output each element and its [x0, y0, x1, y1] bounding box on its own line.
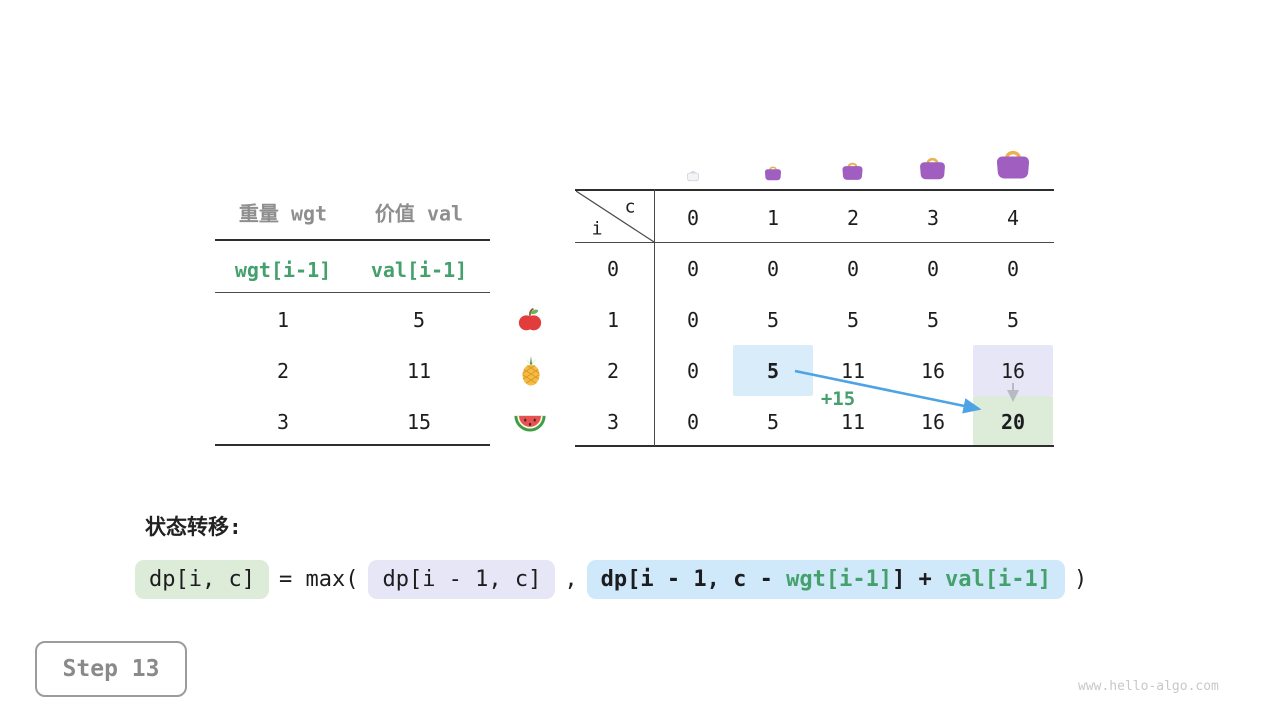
- dp-cell-1-4: 5: [1006, 308, 1020, 332]
- bag-empty-icon: [687, 171, 699, 182]
- state-transition-formula: dp[i, c] = max( dp[i - 1, c] , dp[i - 1,…: [135, 560, 1096, 599]
- formula-dp-prev: dp[i - 1, c]: [368, 560, 556, 599]
- dp-row-header: 3: [606, 410, 620, 434]
- step-badge-label: Step 13: [62, 656, 160, 682]
- dp-cell-3-2: 11: [840, 410, 866, 434]
- dp-cell-2-4: 16: [1000, 359, 1026, 383]
- dp-row-header: 2: [606, 359, 620, 383]
- corner-row-variable: i: [591, 218, 603, 240]
- items-col-weight-header: 重量 wgt: [238, 201, 328, 226]
- dp-row-header: 0: [606, 257, 620, 281]
- item-row-wgt: 2: [276, 359, 290, 383]
- dp-table-top-rule: [575, 189, 1054, 191]
- dp-col-header: 4: [1006, 206, 1020, 230]
- formula-take-wgt: wgt[i-1]: [786, 567, 893, 592]
- dp-cell-0-0: 0: [686, 257, 700, 281]
- watermelon-icon: [514, 415, 546, 432]
- bag-small-icon: [764, 166, 782, 181]
- dp-col-header: 2: [846, 206, 860, 230]
- formula-take-mid: ] +: [892, 567, 946, 592]
- dp-cell-3-4: 20: [1000, 410, 1026, 434]
- items-var-wgt: wgt[i-1]: [234, 258, 332, 282]
- bag-medium-icon: [842, 162, 863, 180]
- dp-cell-0-2: 0: [846, 257, 860, 281]
- dp-table-bottom-rule: [575, 445, 1054, 447]
- dp-cell-3-3: 16: [920, 410, 946, 434]
- dp-cell-2-3: 16: [920, 359, 946, 383]
- dp-cell-2-1: 5: [766, 359, 780, 383]
- bag-xlarge-icon: [996, 150, 1030, 179]
- formula-eq-max: = max(: [278, 567, 359, 592]
- dp-table-vertical-rule: [654, 189, 655, 446]
- dp-col-header: 3: [926, 206, 940, 230]
- item-row-wgt: 1: [276, 308, 290, 332]
- dp-cell-0-3: 0: [926, 257, 940, 281]
- formula-close-paren: ): [1074, 567, 1088, 592]
- dp-col-header: 0: [686, 206, 700, 230]
- apple-icon: [518, 308, 542, 331]
- items-table-bottom-rule: [215, 444, 490, 446]
- formula-dp-take-item: dp[i - 1, c - wgt[i-1]] + val[i-1]: [586, 560, 1066, 599]
- item-row-val: 11: [406, 359, 432, 383]
- item-row-val: 5: [412, 308, 426, 332]
- dp-cell-1-1: 5: [766, 308, 780, 332]
- corner-diagonal-line: [576, 191, 654, 242]
- dp-cell-3-1: 5: [766, 410, 780, 434]
- dp-cell-2-2: 11: [840, 359, 866, 383]
- dp-cell-1-3: 5: [926, 308, 940, 332]
- site-watermark: www.hello-algo.com: [1078, 679, 1219, 694]
- item-row-wgt: 3: [276, 410, 290, 434]
- dp-cell-2-0: 0: [686, 359, 700, 383]
- dp-cell-3-0: 0: [686, 410, 700, 434]
- corner-col-variable: c: [624, 196, 636, 218]
- dp-cell-0-4: 0: [1006, 257, 1020, 281]
- items-col-value-header: 价值 val: [374, 201, 464, 226]
- items-table-var-rule: [215, 292, 490, 293]
- dp-cell-1-0: 0: [686, 308, 700, 332]
- items-var-val: val[i-1]: [370, 258, 468, 282]
- value-gain-annotation: +15: [820, 388, 856, 410]
- items-table-header-rule: [215, 239, 490, 241]
- step-badge: Step 13: [35, 641, 187, 697]
- state-transition-label: 状态转移:: [145, 515, 242, 539]
- formula-dp-current: dp[i, c]: [135, 560, 269, 599]
- item-row-val: 15: [406, 410, 432, 434]
- pineapple-icon: [522, 356, 540, 386]
- dp-row-header: 1: [606, 308, 620, 332]
- dp-cell-1-2: 5: [846, 308, 860, 332]
- formula-take-prefix: dp[i - 1, c -: [600, 567, 787, 592]
- bag-large-icon: [920, 157, 945, 180]
- dp-col-header: 1: [766, 206, 780, 230]
- dp-cell-0-1: 0: [766, 257, 780, 281]
- formula-take-val: val[i-1]: [945, 567, 1052, 592]
- dp-table-header-rule: [575, 242, 1054, 243]
- formula-comma: ,: [564, 567, 578, 592]
- highlight-current-cell: [973, 396, 1053, 445]
